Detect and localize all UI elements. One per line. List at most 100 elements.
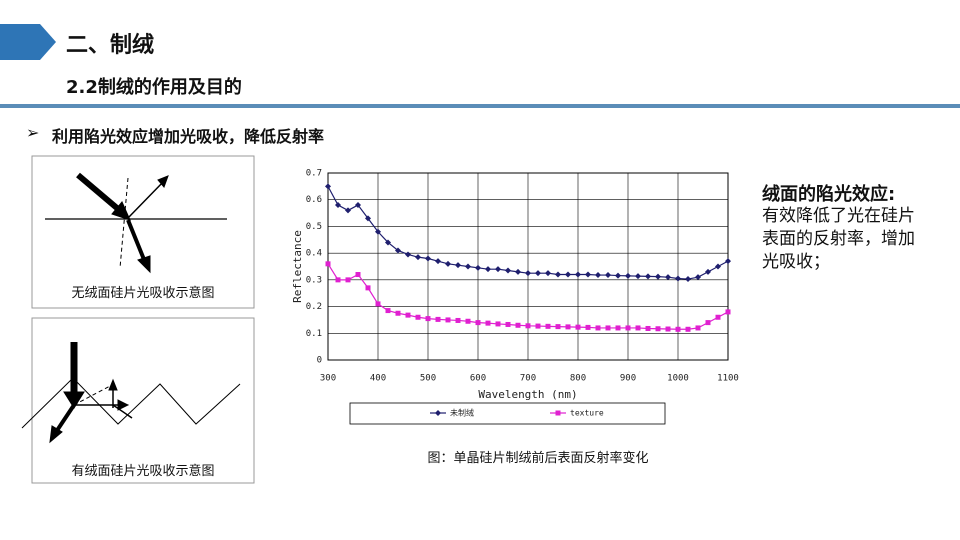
point (345, 277, 351, 283)
point (645, 273, 651, 280)
point (565, 324, 571, 330)
legend-label: 未制绒 (450, 408, 474, 418)
point (395, 310, 401, 316)
point (695, 274, 701, 281)
point (435, 316, 441, 322)
point (585, 324, 591, 330)
point (325, 183, 331, 190)
point (515, 268, 521, 275)
chart: 0 0.1 0.2 0.3 0.4 0.5 0.6 0.7 300 400 500 600 700 800… (291, 169, 739, 425)
point (455, 262, 461, 269)
point (335, 202, 341, 209)
point (525, 270, 531, 277)
legend-box (349, 402, 666, 425)
y-tick-label: 0.5 (306, 222, 322, 232)
point (445, 260, 451, 267)
point (575, 271, 581, 278)
point (705, 268, 711, 275)
point (725, 309, 731, 315)
point (715, 314, 721, 320)
legend-marker (555, 410, 561, 416)
point (595, 325, 601, 331)
point (335, 277, 341, 283)
point (495, 321, 501, 327)
diagram-box (31, 317, 255, 484)
x-tick-label: 500 (420, 374, 436, 384)
textured-diagram (21, 342, 241, 444)
point (655, 273, 661, 280)
note-line: 表面的反射率，增加 (762, 229, 915, 249)
point (605, 272, 611, 279)
point (675, 275, 681, 282)
point (385, 308, 391, 314)
point (705, 320, 711, 326)
point (625, 272, 631, 279)
point (655, 326, 661, 332)
point (365, 285, 371, 291)
point (375, 301, 381, 307)
subtitle: 2.2制绒的作用及目的 (66, 77, 242, 98)
legend-label: texture (570, 409, 604, 418)
legend-marker (435, 410, 441, 416)
point (575, 324, 581, 330)
point (545, 323, 551, 329)
point (355, 272, 361, 278)
point (485, 320, 491, 326)
point (375, 228, 381, 235)
point (535, 270, 541, 277)
point (715, 263, 721, 270)
point (725, 258, 731, 265)
point (485, 266, 491, 273)
point (535, 323, 541, 329)
diagram-box (31, 155, 255, 309)
point (555, 324, 561, 330)
diagram-caption: 有绒面硅片光吸收示意图 (71, 464, 215, 479)
point (635, 273, 641, 280)
point (415, 314, 421, 320)
point (625, 325, 631, 331)
y-tick-label: 0.7 (306, 169, 322, 179)
point (585, 271, 591, 278)
y-tick-label: 0.1 (306, 329, 322, 339)
point (405, 312, 411, 318)
point (425, 316, 431, 322)
x-tick-label: 400 (370, 374, 386, 384)
point (645, 325, 651, 331)
note-line: 有效降低了光在硅片 (762, 206, 915, 226)
x-tick-label: 1000 (667, 374, 689, 384)
point (445, 317, 451, 323)
point (475, 264, 481, 271)
point (565, 271, 571, 278)
x-tick-label: 900 (620, 374, 636, 384)
point (665, 326, 671, 332)
note-body: 有效降低了光在硅片 表面的反射率，增加 光吸收； (762, 205, 915, 274)
point (455, 317, 461, 323)
point (495, 266, 501, 273)
point (475, 320, 481, 326)
flat-diagram (45, 172, 227, 274)
x-axis-label: Wavelength (nm) (478, 388, 577, 401)
y-tick-label: 0 (317, 356, 322, 366)
point (325, 261, 331, 267)
x-tick-label: 300 (320, 374, 336, 384)
header-rule (0, 104, 960, 108)
point (675, 326, 681, 332)
note-title: 绒面的陷光效应: (762, 184, 896, 205)
y-axis-label: Reflectance (291, 230, 304, 303)
point (505, 321, 511, 327)
x-tick-label: 1100 (717, 374, 739, 384)
point (435, 258, 441, 265)
point (465, 318, 471, 324)
header-arrow (0, 24, 56, 60)
point (465, 263, 471, 270)
x-tick-label: 800 (570, 374, 586, 384)
chart-caption: 图：单晶硅片制绒前后表面反射率变化 (427, 451, 649, 466)
title: 二、制绒 (66, 33, 155, 58)
point (385, 239, 391, 246)
bullet-text: 利用陷光效应增加光吸收，降低反射率 (52, 127, 325, 146)
point (345, 207, 351, 214)
y-tick-label: 0.2 (306, 302, 322, 312)
point (665, 274, 671, 281)
point (635, 325, 641, 331)
